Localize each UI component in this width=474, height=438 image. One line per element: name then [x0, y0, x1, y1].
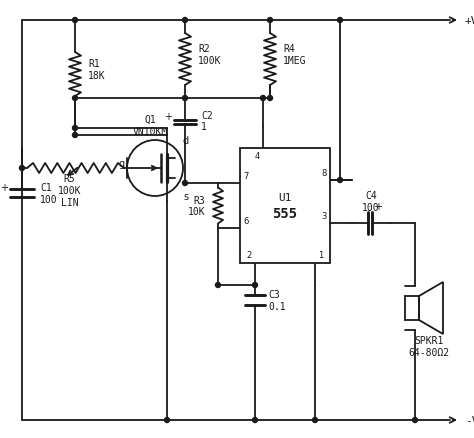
Text: -V: -V	[465, 415, 474, 425]
Text: R1
18K: R1 18K	[88, 59, 106, 81]
Circle shape	[267, 18, 273, 24]
Circle shape	[19, 166, 25, 171]
Text: +: +	[0, 183, 8, 193]
Text: +V: +V	[465, 16, 474, 26]
Text: SPKR1
64-80Ω2: SPKR1 64-80Ω2	[409, 336, 449, 357]
Circle shape	[312, 417, 318, 423]
Text: 555: 555	[273, 207, 298, 221]
Text: 8: 8	[322, 169, 327, 178]
Circle shape	[182, 18, 188, 24]
Bar	[405, 297, 419, 320]
Text: 6: 6	[243, 217, 248, 226]
Circle shape	[253, 417, 257, 423]
Circle shape	[73, 96, 78, 101]
Bar	[240, 148, 330, 263]
Text: R2
100K: R2 100K	[198, 44, 221, 66]
Circle shape	[267, 96, 273, 101]
Text: R3
10K: R3 10K	[187, 195, 205, 217]
Text: s: s	[183, 191, 188, 201]
Circle shape	[73, 18, 78, 24]
Circle shape	[182, 96, 188, 101]
Text: C2
1: C2 1	[201, 110, 213, 132]
Circle shape	[73, 126, 78, 131]
Circle shape	[216, 283, 220, 288]
Text: 1: 1	[318, 251, 323, 260]
Circle shape	[337, 18, 343, 24]
Circle shape	[261, 96, 265, 101]
Text: d: d	[183, 136, 189, 146]
Text: U1: U1	[278, 193, 292, 203]
Text: R4
1MEG: R4 1MEG	[283, 44, 307, 66]
Text: C3
0.1: C3 0.1	[268, 290, 286, 311]
Text: C4
100: C4 100	[362, 191, 380, 212]
Circle shape	[73, 133, 78, 138]
Text: 4: 4	[255, 152, 260, 161]
Circle shape	[253, 283, 257, 288]
Text: C1
100: C1 100	[40, 183, 58, 205]
Text: g: g	[119, 159, 125, 169]
Circle shape	[164, 417, 170, 423]
Text: +: +	[374, 201, 382, 212]
Circle shape	[412, 417, 418, 423]
Text: 7: 7	[243, 172, 248, 181]
Text: +: +	[164, 112, 172, 122]
Text: R5
100K
LIN: R5 100K LIN	[58, 174, 81, 207]
Circle shape	[182, 181, 188, 186]
Text: 3: 3	[322, 212, 327, 221]
Circle shape	[337, 178, 343, 183]
Text: 2: 2	[247, 251, 252, 260]
Text: Q1
VN10KM: Q1 VN10KM	[132, 115, 168, 137]
